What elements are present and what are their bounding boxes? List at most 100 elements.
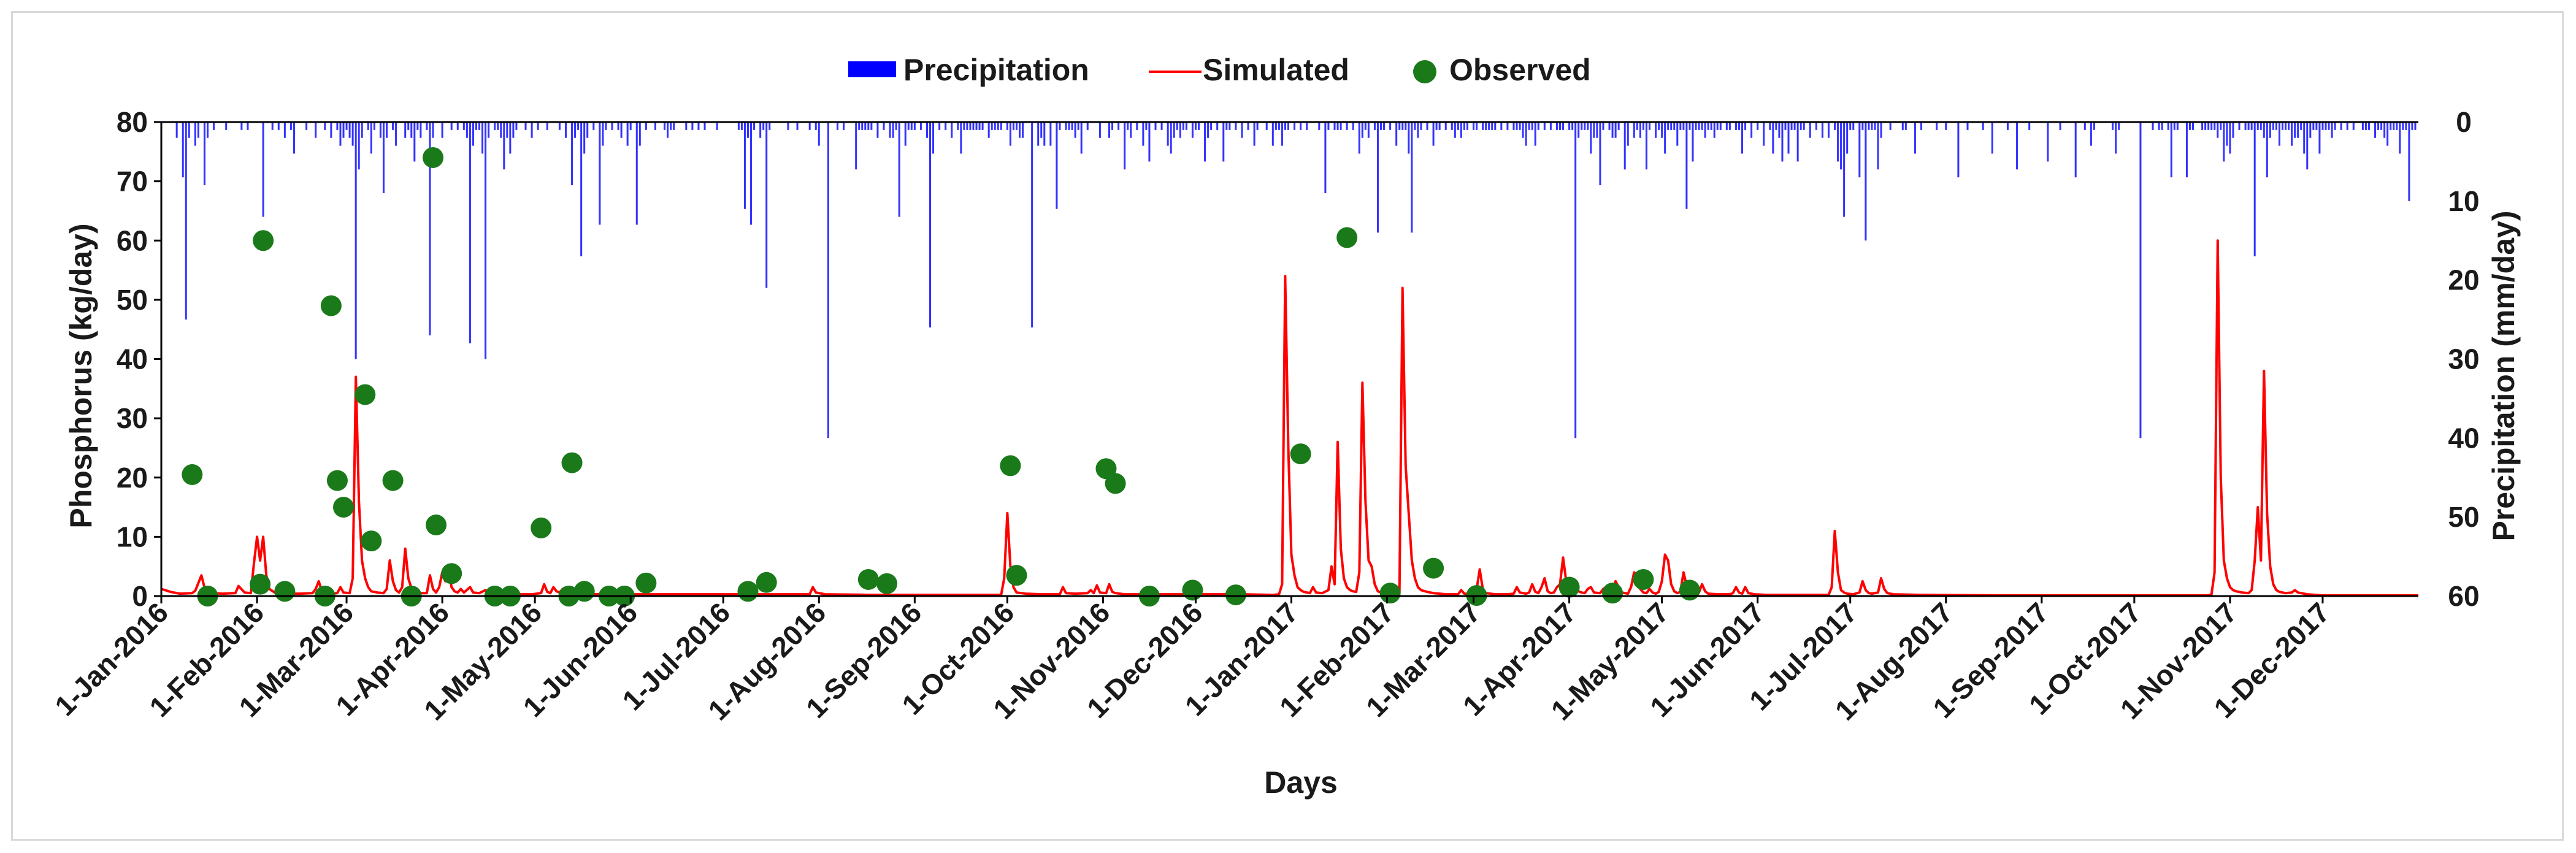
- precipitation-bar: [2158, 122, 2160, 130]
- precipitation-bar: [1373, 122, 1376, 130]
- precipitation-bar: [2309, 122, 2312, 138]
- precipitation-bar: [1738, 122, 1740, 130]
- precipitation-bar: [620, 122, 623, 138]
- precipitation-bar: [1568, 122, 1571, 130]
- precipitation-bar: [497, 122, 499, 130]
- precipitation-bar: [827, 122, 829, 438]
- precipitation-bar: [889, 122, 891, 138]
- precipitation-bar: [1376, 122, 1379, 233]
- precipitation-bar: [938, 122, 941, 130]
- precipitation-bar: [743, 122, 746, 209]
- precipitation-bar: [2361, 122, 2364, 130]
- precipitation-bar: [462, 122, 465, 130]
- precipitation-bar: [1012, 122, 1014, 130]
- precipitation-bar: [664, 122, 666, 130]
- precipitation-bar: [2244, 122, 2247, 130]
- precipitation-bar: [2377, 122, 2380, 130]
- precipitation-bar: [1874, 122, 1876, 130]
- precipitation-bar: [818, 122, 820, 146]
- right-tick-label: 20: [2448, 264, 2479, 296]
- precipitation-bar: [1253, 122, 1255, 146]
- precipitation-bar: [1216, 122, 1219, 130]
- precipitation-bar: [1327, 122, 1330, 130]
- precipitation-bar: [2396, 122, 2398, 130]
- observed-point: [326, 470, 348, 491]
- precipitation-bar: [2152, 122, 2154, 130]
- precipitation-bar: [1846, 122, 1849, 154]
- precipitation-bar: [1843, 122, 1846, 217]
- precipitation-bar: [1562, 122, 1565, 130]
- precipitation-bar: [904, 122, 907, 146]
- precipitation-bar: [2229, 122, 2231, 154]
- precipitation-bar: [426, 122, 428, 130]
- precipitation-bar: [978, 122, 981, 130]
- observed-point: [573, 581, 595, 602]
- precipitation-bar: [2288, 122, 2290, 130]
- precipitation-bar: [1473, 122, 1475, 130]
- precipitation-bar: [574, 122, 577, 138]
- observed-point: [333, 497, 355, 518]
- precipitation-bar: [2059, 122, 2061, 130]
- left-tick-label: 40: [117, 343, 148, 375]
- precipitation-bar: [1405, 122, 1407, 130]
- precipitation-bar: [892, 122, 894, 138]
- precipitation-bar: [638, 122, 641, 146]
- precipitation-bar: [1617, 122, 1620, 130]
- precipitation-bar: [2393, 122, 2395, 130]
- precipitation-bar: [370, 122, 372, 154]
- precipitation-bar: [2028, 122, 2031, 130]
- precipitation-bar: [685, 122, 688, 130]
- precipitation-bar: [1318, 122, 1321, 130]
- precipitation-bar: [1491, 122, 1493, 130]
- precipitation-bar: [1043, 122, 1046, 146]
- precipitation-bar: [1796, 122, 1799, 162]
- precipitation-bar: [441, 122, 443, 138]
- precipitation-bar: [1086, 122, 1089, 130]
- precipitation-bar: [2383, 122, 2386, 138]
- precipitation-bar: [1488, 122, 1490, 130]
- precipitation-bar: [945, 122, 947, 130]
- precipitation-bar: [1735, 122, 1737, 130]
- precipitation-bar: [271, 122, 274, 130]
- precipitation-bar: [1519, 122, 1521, 130]
- precipitation-bar: [2207, 122, 2210, 130]
- observed-point: [1000, 455, 1021, 476]
- observed-point: [561, 452, 583, 473]
- precipitation-bar: [194, 122, 196, 146]
- precipitation-bar: [737, 122, 740, 130]
- precipitation-bar: [509, 122, 512, 154]
- precipitation-bar: [861, 122, 864, 130]
- y-axis-right-title: Precipitation (mm/day): [2486, 211, 2521, 541]
- precipitation-bar: [283, 122, 286, 138]
- precipitation-bar: [617, 122, 619, 130]
- observed-point: [1290, 443, 1311, 465]
- precipitation-bar: [1803, 122, 1805, 130]
- precipitation-bar: [577, 122, 580, 130]
- precipitation-bar: [1294, 122, 1296, 130]
- precipitation-bar: [185, 122, 187, 320]
- precipitation-bar: [1494, 122, 1497, 130]
- precipitation-bar: [488, 122, 490, 138]
- precipitation-bar: [531, 122, 533, 138]
- precipitation-bar: [2170, 122, 2172, 178]
- precipitation-bar: [1476, 122, 1478, 130]
- right-tick-label: 30: [2448, 343, 2479, 375]
- precipitation-bar: [1358, 122, 1360, 154]
- precipitation-bar: [355, 122, 357, 359]
- precipitation-bar: [1015, 122, 1018, 130]
- precipitation-bar: [1543, 122, 1546, 130]
- precipitation-bar: [1435, 122, 1438, 130]
- precipitation-bar: [1522, 122, 1524, 138]
- precipitation-bar: [2204, 122, 2207, 130]
- precipitation-bar: [1901, 122, 1904, 130]
- precipitation-bar: [1056, 122, 1058, 209]
- precipitation-bar: [1256, 122, 1259, 130]
- precipitation-bar: [1006, 122, 1008, 130]
- precipitation-bar: [654, 122, 656, 130]
- precipitation-bar: [2294, 122, 2296, 138]
- precipitation-bar: [358, 122, 360, 170]
- precipitation-bar: [456, 122, 459, 130]
- right-tick-label: 0: [2456, 106, 2472, 138]
- precipitation-bar: [1757, 122, 1759, 130]
- precipitation-bar: [843, 122, 845, 130]
